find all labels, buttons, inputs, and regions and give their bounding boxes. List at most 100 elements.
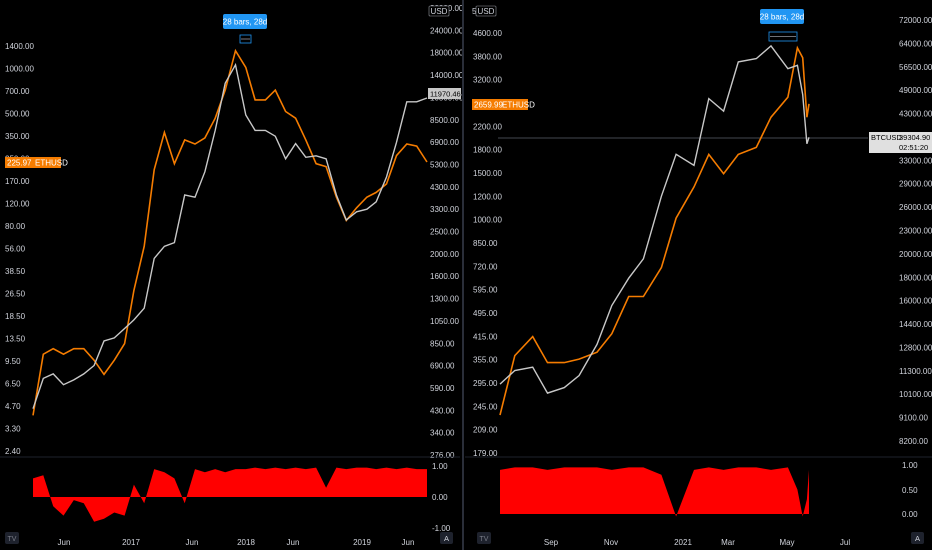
right-axis-tick: 12800.00 xyxy=(899,343,932,352)
right-auto-scale-button[interactable]: A xyxy=(911,532,924,544)
left-axis-tick: 595.00 xyxy=(473,286,498,295)
left-axis-tick: 1800.00 xyxy=(473,146,502,155)
corr-axis-tick: 0.50 xyxy=(902,486,918,495)
left-axis-tick: 6.50 xyxy=(5,380,21,389)
right-axis-tick: 2000.00 xyxy=(430,250,459,259)
right-axis-tick: 29000.00 xyxy=(899,180,932,189)
time-axis-tick: May xyxy=(779,538,794,547)
left-correlation-axis: 1.00 0.00 -1.00 xyxy=(432,462,451,533)
right-axis-tick: 72000.00 xyxy=(899,16,932,25)
right-axis-tick: 1600.00 xyxy=(430,272,459,281)
right-correlation-axis: 1.00 0.50 0.00 xyxy=(902,461,918,519)
left-axis-tick: 56.00 xyxy=(5,245,26,254)
left-axis-tick: 120.00 xyxy=(5,200,30,209)
left-axis-tick: 38.50 xyxy=(5,267,26,276)
svg-text:11970.46: 11970.46 xyxy=(430,90,461,99)
left-axis-tick: 1500.00 xyxy=(473,169,502,178)
right-axis-tick: 430.00 xyxy=(430,406,455,415)
right-axis-tick: 26000.00 xyxy=(899,203,932,212)
svg-text:USD: USD xyxy=(431,7,448,16)
left-tv-logo[interactable]: TV xyxy=(5,532,19,544)
svg-text:ETHUSD: ETHUSD xyxy=(35,159,68,168)
right-axis-tick: 9100.00 xyxy=(899,414,928,423)
right-axis-tick: 20000.00 xyxy=(899,250,932,259)
left-axis-tick: 9.50 xyxy=(5,357,21,366)
left-axis-tick: 355.00 xyxy=(473,356,498,365)
right-axis-tick: 1050.00 xyxy=(430,317,459,326)
left-axis-tick: 170.00 xyxy=(5,177,30,186)
right-axis-tick: 1300.00 xyxy=(430,295,459,304)
left-measure-range[interactable] xyxy=(239,34,252,44)
right-axis-tick: 43000.00 xyxy=(899,110,932,119)
right-axis-tick: 690.00 xyxy=(430,362,455,371)
left-axis-tick: 26.50 xyxy=(5,290,26,299)
right-axis-tick: 23000.00 xyxy=(899,227,932,236)
right-axis-tick: 14400.00 xyxy=(899,320,932,329)
left-measure-tag[interactable]: 28 bars, 28d xyxy=(223,14,267,29)
left-axis-tick: 415.00 xyxy=(473,332,498,341)
svg-text:02:51:20: 02:51:20 xyxy=(899,143,928,152)
time-axis-tick: Jun xyxy=(402,538,415,547)
left-auto-scale-button[interactable]: A xyxy=(440,532,453,544)
right-eth-price-badge: 2659.99 ETHUSD xyxy=(472,99,535,110)
right-panel-right-axis[interactable]: 72000.00 64000.00 56500.00 49000.00 43000.00… xyxy=(899,16,932,446)
corr-axis-tick: 0.00 xyxy=(432,493,448,502)
time-axis-tick: 2017 xyxy=(122,538,140,547)
svg-text:28 bars, 28d: 28 bars, 28d xyxy=(760,13,804,22)
right-axis-tick: 5300.00 xyxy=(430,160,459,169)
svg-text:TV: TV xyxy=(8,536,17,543)
right-axis-tick: 590.00 xyxy=(430,384,455,393)
right-top-tick: 5 xyxy=(472,7,477,16)
time-axis-tick: Sep xyxy=(544,538,559,547)
time-axis-tick: Mar xyxy=(721,538,735,547)
left-axis-tick: 1000.00 xyxy=(5,65,34,74)
right-axis-tick: 3300.00 xyxy=(430,205,459,214)
left-axis-tick: 2.40 xyxy=(5,447,21,456)
left-axis-tick: 1200.00 xyxy=(473,192,502,201)
right-measure-range[interactable] xyxy=(768,31,798,42)
right-axis-tick: 4300.00 xyxy=(430,183,459,192)
left-axis-tick: 295.00 xyxy=(473,379,498,388)
left-unit-badge[interactable]: USD xyxy=(428,5,450,17)
time-axis-tick: 2018 xyxy=(237,538,255,547)
right-unit-badge[interactable]: USD xyxy=(475,5,497,17)
right-measure-tag[interactable]: 28 bars, 28d xyxy=(760,9,804,24)
svg-text:39304.90: 39304.90 xyxy=(899,133,930,142)
right-axis-tick: 6900.00 xyxy=(430,138,459,147)
left-btc-price-badge: 11970.46 xyxy=(428,88,461,99)
right-axis-tick: 8500.00 xyxy=(430,116,459,125)
right-tv-logo[interactable]: TV xyxy=(477,532,491,544)
right-axis-tick: 33000.00 xyxy=(899,156,932,165)
corr-axis-tick: 1.00 xyxy=(432,462,448,471)
corr-axis-tick: -1.00 xyxy=(432,524,451,533)
left-axis-tick: 245.00 xyxy=(473,402,498,411)
right-btc-price-badge: BTCUSD 39304.90 02:51:20 xyxy=(869,132,932,153)
right-time-axis[interactable]: Sep Nov 2021 Mar May Jul xyxy=(544,538,850,547)
svg-text:TV: TV xyxy=(480,536,489,543)
time-axis-tick: Nov xyxy=(604,538,618,547)
left-axis-tick: 80.00 xyxy=(5,222,26,231)
svg-text:2659.99: 2659.99 xyxy=(474,101,503,110)
svg-text:A: A xyxy=(444,534,449,543)
right-axis-tick: 276.00 xyxy=(430,451,455,460)
right-axis-tick: 2500.00 xyxy=(430,228,459,237)
time-axis-tick: Jun xyxy=(58,538,71,547)
left-eth-line xyxy=(32,48,428,416)
left-panel: 1400.001000.00700.00500.00350.00250.0017… xyxy=(0,4,464,547)
left-axis-tick: 3.30 xyxy=(5,425,21,434)
left-time-axis[interactable]: Jun 2017 Jun 2018 Jun 2019 Jun xyxy=(58,538,415,547)
left-axis-tick: 3800.00 xyxy=(473,52,502,61)
left-axis-tick: 1000.00 xyxy=(473,216,502,225)
left-btc-line xyxy=(32,62,428,409)
right-axis-tick: 24000.00 xyxy=(430,26,464,35)
left-axis-tick: 1400.00 xyxy=(5,42,34,51)
left-axis-tick: 209.00 xyxy=(473,426,498,435)
left-axis-tick: 350.00 xyxy=(5,132,30,141)
left-axis-tick: 850.00 xyxy=(473,239,498,248)
corr-axis-tick: 0.00 xyxy=(902,510,918,519)
time-axis-tick: Jun xyxy=(186,538,199,547)
right-panel-left-axis: 4600.003800.003200.002600.002200.001800.… xyxy=(473,29,502,458)
right-axis-tick: 18000.00 xyxy=(899,273,932,282)
right-eth-line xyxy=(499,45,810,416)
